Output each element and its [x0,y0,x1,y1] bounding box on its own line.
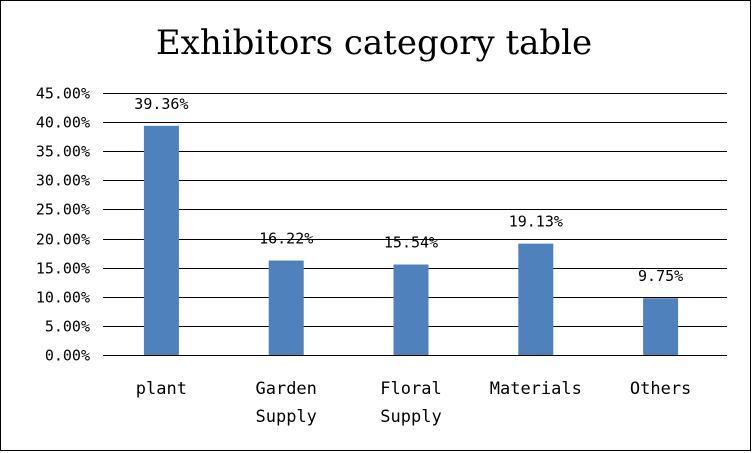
data-label: 9.75% [638,267,683,285]
y-tick-label: 0.00% [45,347,90,365]
category-label: Supply [255,407,316,427]
category-label: plant [136,379,187,399]
data-labels: 39.36% 16.22% 15.54% 19.13% 9.75% [134,95,683,285]
y-tick-label: 40.00% [36,114,90,132]
category-label: Others [630,379,691,399]
y-tick-label: 10.00% [36,289,90,307]
bar [143,125,179,355]
y-tick-label: 45.00% [36,85,90,103]
bar [643,298,679,355]
bar [268,260,304,355]
bars [143,125,679,355]
y-tick-label: 25.00% [36,201,90,219]
data-label: 16.22% [259,230,313,248]
y-tick-label: 5.00% [45,318,90,336]
x-axis-category-labels: plant Garden Supply Floral Supply Materials Ot… [136,379,692,427]
y-tick-label: 30.00% [36,172,90,190]
data-label: 19.13% [509,213,563,231]
y-tick-label: 20.00% [36,231,90,249]
gridlines [103,93,727,356]
y-tick-label: 15.00% [36,260,90,278]
chart-title: Exhibitors category table [156,23,592,63]
bar [393,264,429,355]
y-tick-label: 35.00% [36,143,90,161]
data-label: 15.54% [384,234,438,252]
category-label: Garden [255,379,316,399]
category-label: Materials [490,379,582,399]
category-label: Floral [380,379,441,399]
y-axis-tick-labels: 0.00% 5.00% 10.00% 15.00% 20.00% 25.00% 30.00%… [36,85,90,365]
data-label: 39.36% [134,95,188,113]
bar [518,243,554,355]
category-label: Supply [380,407,441,427]
